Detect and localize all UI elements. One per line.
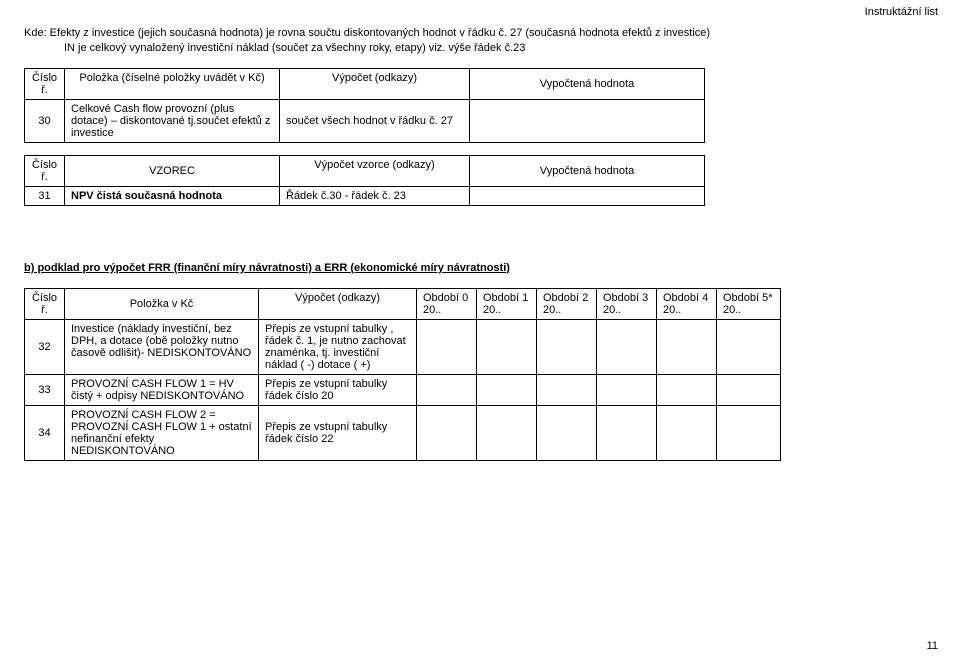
cell-val [470,99,705,142]
cell-item: NPV čistá současná hodnota [65,186,280,205]
intro-line-1: Kde: Efekty z investice (jejich současná… [24,26,936,41]
cell-calc: Přepis ze vstupní tabulky řádek číslo 22 [259,405,417,460]
th-period-5: Období 5* 20.. [717,288,781,319]
cell-item: PROVOZNÍ CASH FLOW 2 = PROVOZNÍ CASH FLO… [65,405,259,460]
cell-p3 [597,319,657,374]
cell-num: 34 [25,405,65,460]
table-row: Číslo ř. Položka (číselné položky uvádět… [25,68,705,99]
th-period-1: Období 1 20.. [477,288,537,319]
cell-calc: Řádek č.30 - řádek č. 23 [280,186,470,205]
th-vypocet: Výpočet (odkazy) [280,68,470,99]
cell-p3 [597,374,657,405]
th-vzorec: VZOREC [65,155,280,186]
cell-calc: součet všech hodnot v řádku č. 27 [280,99,470,142]
th-period-4: Období 4 20.. [657,288,717,319]
cell-calc: Přepis ze vstupní tabulky , řádek č. 1, … [259,319,417,374]
th-cislo: Číslo ř. [25,68,65,99]
intro-block: Kde: Efekty z investice (jejich současná… [24,26,936,56]
cell-p5 [717,405,781,460]
table-row: Číslo ř. Položka v Kč Výpočet (odkazy) O… [25,288,781,319]
table-1: Číslo ř. Položka (číselné položky uvádět… [24,68,705,143]
cell-p0 [417,374,477,405]
table-row: 33 PROVOZNÍ CASH FLOW 1 = HV čistý + odp… [25,374,781,405]
cell-p1 [477,405,537,460]
table-row: 30 Celkové Cash flow provozní (plus dota… [25,99,705,142]
cell-p2 [537,319,597,374]
th-hodnota: Vypočtená hodnota [470,68,705,99]
cell-p5 [717,319,781,374]
cell-calc: Přepis ze vstupní tabulky řádek číslo 20 [259,374,417,405]
th-cislo: Číslo ř. [25,288,65,319]
cell-val [470,186,705,205]
intro-line-2: IN je celkový vynaložený investiční nákl… [64,41,936,56]
table-row: Číslo ř. VZOREC Výpočet vzorce (odkazy) … [25,155,705,186]
cell-p1 [477,374,537,405]
th-cislo: Číslo ř. [25,155,65,186]
section-b-heading: b) podklad pro výpočet FRR (finanční mír… [24,262,936,274]
th-period-0: Období 0 20.. [417,288,477,319]
th-polozka: Položka v Kč [65,288,259,319]
th-period-2: Období 2 20.. [537,288,597,319]
cell-num: 33 [25,374,65,405]
th-hodnota: Vypočtená hodnota [470,155,705,186]
cell-item: Investice (náklady investiční, bez DPH, … [65,319,259,374]
th-vypocet-vzorce: Výpočet vzorce (odkazy) [280,155,470,186]
cell-num: 32 [25,319,65,374]
cell-num: 30 [25,99,65,142]
table-row: 31 NPV čistá současná hodnota Řádek č.30… [25,186,705,205]
table-row: 32 Investice (náklady investiční, bez DP… [25,319,781,374]
cell-p4 [657,405,717,460]
cell-p5 [717,374,781,405]
table-3: Číslo ř. Položka v Kč Výpočet (odkazy) O… [24,288,781,461]
cell-num: 31 [25,186,65,205]
table-row: 34 PROVOZNÍ CASH FLOW 2 = PROVOZNÍ CASH … [25,405,781,460]
cell-p3 [597,405,657,460]
cell-p1 [477,319,537,374]
cell-p0 [417,405,477,460]
cell-p2 [537,374,597,405]
th-period-3: Období 3 20.. [597,288,657,319]
cell-p2 [537,405,597,460]
table-2: Číslo ř. VZOREC Výpočet vzorce (odkazy) … [24,155,705,206]
header-top-right: Instruktážní list [865,6,938,18]
cell-p4 [657,374,717,405]
th-polozka: Položka (číselné položky uvádět v Kč) [65,68,280,99]
cell-item: Celkové Cash flow provozní (plus dotace)… [65,99,280,142]
cell-p4 [657,319,717,374]
page-number: 11 [927,640,938,652]
cell-p0 [417,319,477,374]
th-vypocet: Výpočet (odkazy) [259,288,417,319]
cell-item: PROVOZNÍ CASH FLOW 1 = HV čistý + odpisy… [65,374,259,405]
